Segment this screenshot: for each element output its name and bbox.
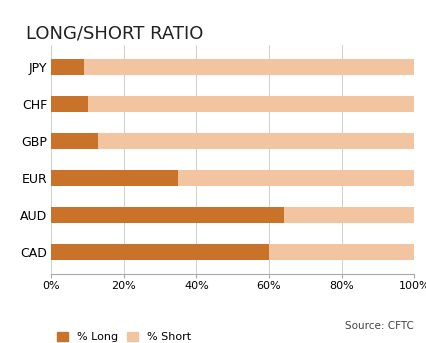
Text: Source: CFTC: Source: CFTC xyxy=(345,321,413,331)
Bar xyxy=(98,133,413,149)
Bar xyxy=(283,207,413,223)
Bar xyxy=(83,59,413,75)
Legend: % Long, % Short: % Long, % Short xyxy=(57,332,190,342)
Bar xyxy=(51,59,83,75)
Bar xyxy=(51,244,268,260)
Bar xyxy=(51,96,87,112)
Bar xyxy=(87,96,413,112)
Text: LONG/SHORT RATIO: LONG/SHORT RATIO xyxy=(26,24,202,42)
Bar xyxy=(178,170,413,186)
Bar xyxy=(51,207,283,223)
Bar xyxy=(268,244,413,260)
Bar xyxy=(51,133,98,149)
Bar xyxy=(51,170,178,186)
